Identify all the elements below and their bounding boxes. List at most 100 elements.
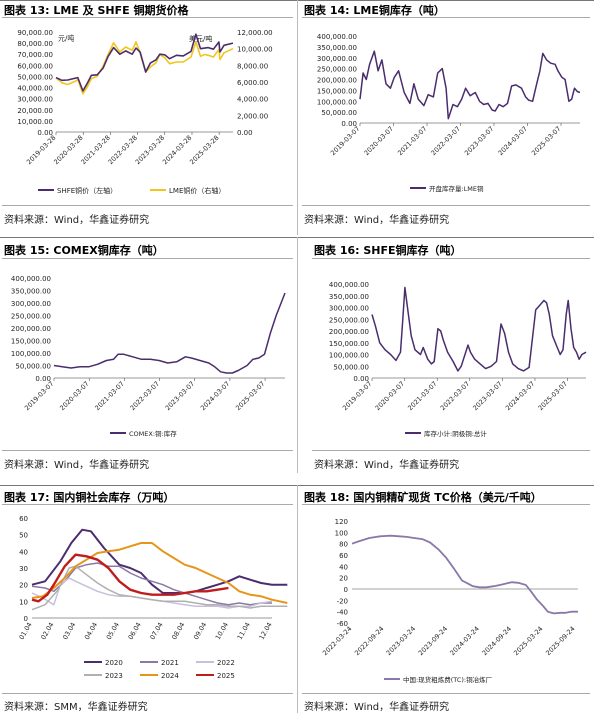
- y-tick-label: 300,000.00: [329, 305, 369, 313]
- legend-label: 2020: [105, 659, 123, 667]
- source-note: 资料来源：Wind，华鑫证券研究: [304, 215, 450, 226]
- y-tick-label: 150,000.00: [329, 340, 369, 348]
- y-tick-label: 150,000.00: [11, 338, 51, 346]
- y-tick-label: 0.00: [237, 129, 253, 137]
- y-tick-label: 70,000.00: [17, 51, 53, 59]
- x-tick-label: 11.04: [236, 621, 252, 641]
- x-tick-label: 2021-03-07: [93, 380, 125, 412]
- series-line: [351, 534, 578, 615]
- chart-title: 图表 13: LME 及 SHFE 铜期货价格: [4, 4, 189, 17]
- source-note: 资料来源：SMM，华鑫证券研究: [4, 702, 148, 713]
- left-axis-unit: 元/吨: [58, 34, 74, 43]
- legend-label: 2024: [161, 672, 179, 680]
- y-tick-label: 400,000.00: [11, 275, 51, 283]
- x-tick-label: 08.04: [170, 621, 186, 641]
- x-tick-label: 2022-03-07: [129, 380, 161, 412]
- x-tick-label: 2025-03-07: [530, 125, 562, 157]
- legend-label: SHFE铜价（左轴）: [57, 186, 117, 195]
- x-tick-label: 2025-09-24: [544, 625, 576, 657]
- y-tick-label: 50,000.00: [15, 363, 51, 371]
- y-tick-label: 120: [335, 518, 348, 526]
- y-tick-label: 0.00: [37, 129, 53, 137]
- chart-title: 图表 15: COMEX铜库存（吨）: [4, 244, 164, 257]
- y-tick-label: 0.00: [341, 120, 357, 128]
- chart-lme-inventory: 0.00 50,000.00 100,000.00 150,000.00 200,000…: [317, 33, 581, 193]
- x-tick-label: 2025-03-28: [188, 134, 220, 166]
- legend-label: 2023: [105, 672, 123, 680]
- legend-label: 中国:现货粗炼费(TC):铜冶炼厂: [403, 675, 493, 684]
- x-tick-label: 2022-03-24: [321, 625, 353, 657]
- x-tick-label: 01.04: [17, 621, 33, 641]
- series-line: [359, 50, 581, 120]
- y-tick-label: 250,000.00: [11, 313, 51, 321]
- y-tick-label: 50,000.00: [333, 363, 369, 371]
- y-tick-label: 20,000.00: [17, 107, 53, 115]
- panel-comex-inventory: 图表 15: COMEX铜库存（吨） 0.00 50,000.00 100,000.…: [0, 240, 297, 473]
- x-tick-label: 2024-09-24: [481, 625, 513, 657]
- y-tick-label: 20: [339, 575, 348, 583]
- chart-title: 图表 14: LME铜库存（吨）: [304, 4, 445, 17]
- y-tick-label: 200,000.00: [11, 325, 51, 333]
- source-note: 资料来源：Wind，华鑫证券研究: [314, 460, 460, 471]
- y-tick-label: 100,000.00: [329, 352, 369, 360]
- y-tick-label: 40,000.00: [17, 85, 53, 93]
- y-tick-label: 10,000.00: [17, 118, 53, 126]
- y-tick-label: 400,000.00: [317, 33, 357, 41]
- y-tick-label: 10: [19, 598, 28, 606]
- x-tick-label: 2020-03-07: [58, 380, 90, 412]
- y-tick-label: 300,000.00: [11, 300, 51, 308]
- x-tick-label: 2019-03-07: [329, 125, 361, 157]
- y-tick-label: 60: [339, 552, 348, 560]
- x-tick-label: 2024-03-07: [199, 380, 231, 412]
- y-tick-label: 0.00: [35, 375, 51, 383]
- y-tick-label: 8,000.00: [237, 62, 268, 70]
- x-tick-label: 2023-03-07: [471, 380, 503, 412]
- y-tick-label: 250,000.00: [329, 316, 369, 324]
- y-tick-label: 30: [19, 565, 28, 573]
- panel-shfe-inventory: 图表 16: SHFE铜库存（吨） 0.00 50,000.00 100,000.0…: [310, 240, 594, 473]
- y-tick-label: 6,000.00: [237, 79, 268, 87]
- x-tick-label: 2020-03-07: [363, 125, 395, 157]
- x-tick-label: 2022-09-24: [353, 625, 385, 657]
- source-note: 资料来源：Wind，华鑫证券研究: [4, 215, 150, 226]
- x-tick-label: 06.04: [127, 621, 143, 641]
- chart-title: 图表 18: 国内铜精矿现货 TC价格（美元/千吨）: [304, 491, 542, 504]
- x-tick-label: 2021-03-07: [396, 125, 428, 157]
- right-axis-unit: 美元/吨: [189, 34, 212, 43]
- legend-label: LME铜价（右轴）: [169, 186, 225, 195]
- x-tick-label: 12.04: [257, 621, 273, 641]
- chart-lme-shfe-price: 0.00 10,000.00 20,000.00 30,000.00 40,000.00…: [17, 29, 273, 195]
- y-tick-label: 90,000.00: [17, 29, 53, 37]
- y-tick-label: 300,000.00: [317, 55, 357, 63]
- y-tick-label: 50,000.00: [17, 73, 53, 81]
- y-tick-label: 400,000.00: [329, 281, 369, 289]
- source-note: 资料来源：Wind，华鑫证券研究: [304, 702, 450, 713]
- y-tick-label: 200,000.00: [317, 77, 357, 85]
- series-line: [31, 542, 288, 604]
- x-tick-label: 2025-03-07: [537, 380, 569, 412]
- y-tick-label: 100,000.00: [317, 98, 357, 106]
- y-tick-label: -20: [337, 597, 348, 605]
- y-tick-label: 350,000.00: [329, 293, 369, 301]
- y-tick-label: 80: [339, 541, 348, 549]
- legend-label: COMEX:铜:库存: [129, 429, 177, 438]
- legend-label: 2022: [217, 659, 235, 667]
- x-tick-label: 2019-03-07: [341, 380, 373, 412]
- y-tick-label: 10,000.00: [237, 46, 273, 54]
- x-tick-label: 2024-03-07: [497, 125, 529, 157]
- x-tick-label: 2025-03-24: [512, 625, 544, 657]
- x-tick-label: 05.04: [105, 621, 121, 641]
- x-tick-label: 2020-03-07: [374, 380, 406, 412]
- x-tick-label: 2019-03-07: [23, 380, 55, 412]
- x-tick-label: 2025-03-07: [234, 380, 266, 412]
- series-line: [31, 553, 229, 603]
- y-tick-label: 200,000.00: [329, 328, 369, 336]
- chart-title: 图表 17: 国内铜社会库存（万吨）: [4, 491, 175, 504]
- series-line: [371, 286, 587, 372]
- y-tick-label: 80,000.00: [17, 40, 53, 48]
- legend-label: 2025: [217, 672, 235, 680]
- source-note: 资料来源：Wind，华鑫证券研究: [4, 460, 150, 471]
- y-tick-label: -40: [337, 609, 348, 617]
- y-tick-label: 2,000.00: [237, 112, 268, 120]
- y-tick-label: 50: [19, 532, 28, 540]
